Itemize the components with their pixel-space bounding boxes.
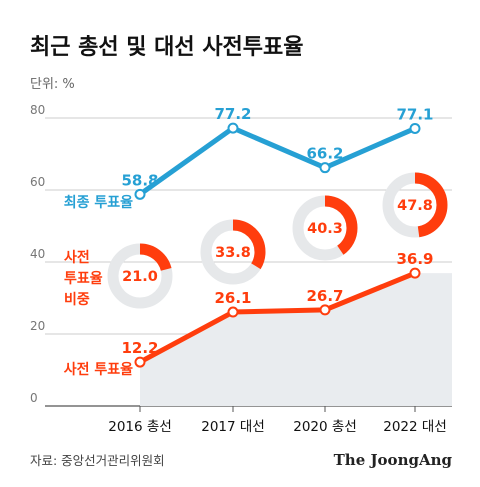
final-turnout-point (227, 122, 239, 134)
legend-early-turnout: 사전 투표율 (64, 361, 133, 378)
early-share-donuts: 21.0 33.8 40.3 47.8 (107, 172, 448, 309)
unit-label: 단위: % (30, 77, 75, 92)
donut-arc (382, 172, 448, 238)
early-turnout-value: 26.1 (214, 289, 251, 307)
y-tick-label: 0 (30, 391, 38, 405)
early-turnout-point (134, 356, 146, 368)
x-tick-label: 2017 대선 (201, 419, 265, 435)
y-tick-label: 40 (30, 247, 45, 261)
x-tick-label: 2020 총선 (293, 419, 357, 435)
donut-value-label: 21.0 (122, 269, 158, 285)
legend-early-share-line-1: 사전 (64, 249, 90, 266)
early-turnout-value: 26.7 (306, 287, 343, 305)
early-turnout-point (409, 267, 421, 279)
early-turnout-value: 36.9 (396, 250, 433, 268)
data-points: 58.8 77.2 66.2 77.1 12.2 26.1 26.7 36.9 (121, 105, 434, 368)
y-tick-label: 20 (30, 319, 45, 333)
donut-value-label: 47.8 (397, 198, 433, 214)
x-tick-label: 2022 대선 (383, 419, 447, 435)
donut-arc (292, 195, 358, 261)
legend-early-share-line-3: 비중 (64, 292, 90, 308)
legend-early-share-line-2: 투표율 (64, 270, 103, 287)
y-tick-label: 60 (30, 175, 45, 189)
donut-value-label: 33.8 (215, 245, 251, 261)
final-turnout-value: 58.8 (121, 171, 158, 189)
y-tick-label: 80 (30, 103, 45, 117)
final-turnout-point (319, 162, 331, 174)
early-turnout-point (319, 304, 331, 316)
early-turnout-value: 12.2 (121, 339, 158, 357)
donut-value-label: 40.3 (307, 221, 343, 237)
early-turnout-line (138, 270, 416, 365)
final-turnout-point (409, 122, 421, 134)
source-note: 자료: 중앙선거관리위원회 (30, 453, 165, 468)
final-turnout-value: 77.2 (214, 105, 251, 123)
early-turnout-point (227, 306, 239, 318)
final-turnout-point (134, 188, 146, 200)
brand-logo: The JoongAng (334, 451, 453, 469)
early-turnout-area (140, 273, 452, 406)
final-turnout-line (138, 125, 416, 197)
legend-final-turnout: 최종 투표율 (64, 194, 133, 211)
x-axis: 2016 총선 2017 대선 2020 총선 2022 대선 (108, 406, 447, 435)
final-turnout-value: 77.1 (396, 105, 433, 123)
chart-title: 최근 총선 및 대선 사전투표율 (30, 35, 304, 60)
final-turnout-value: 66.2 (306, 145, 343, 163)
donut-arc (200, 219, 266, 285)
x-tick-label: 2016 총선 (108, 419, 172, 435)
donut-arc (107, 243, 173, 309)
